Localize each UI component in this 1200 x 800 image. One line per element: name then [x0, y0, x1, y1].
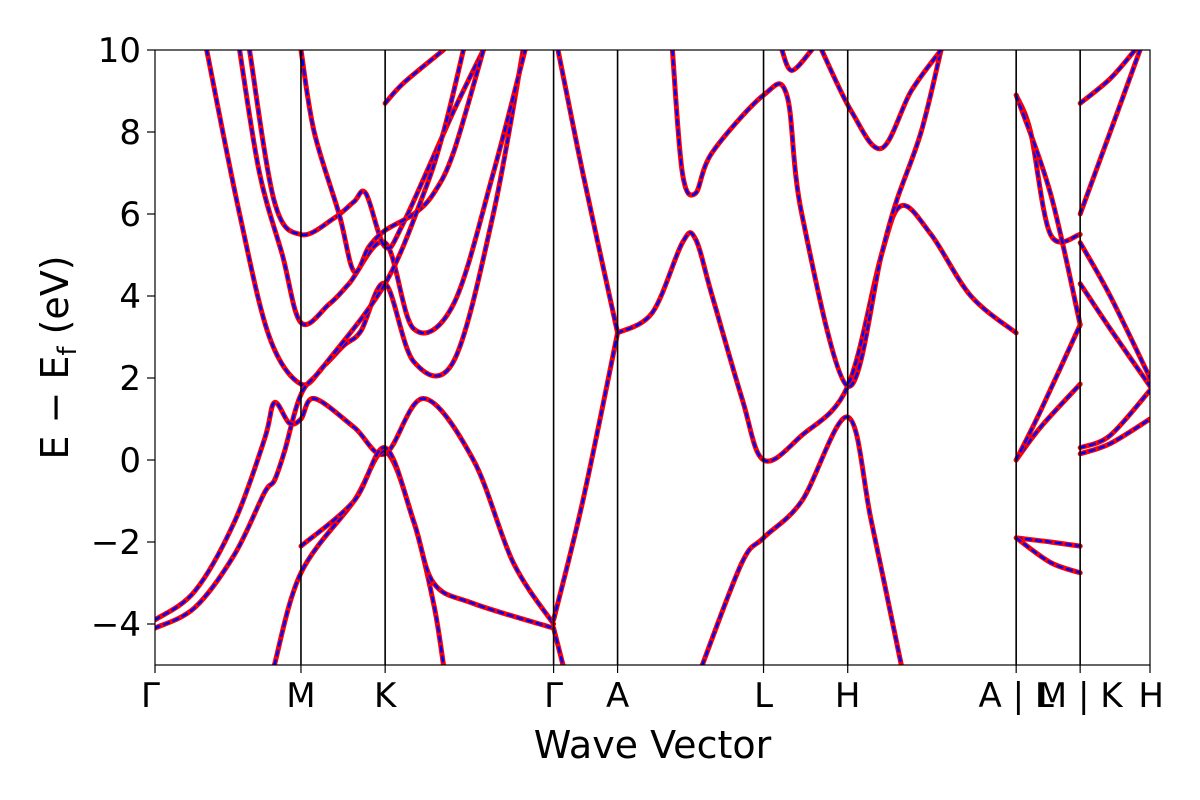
band-line-14-series-1	[701, 415, 903, 665]
band-line-24-series-0	[1077, 50, 1143, 217]
x-tick-label-6: H	[835, 676, 861, 716]
kpoint-lines-layer	[300, 50, 1081, 665]
y-tick-label-3: 2	[119, 359, 141, 399]
band-line-3-series-1	[299, 50, 485, 274]
y-tick-label-7: 10	[98, 31, 141, 71]
band-line-6-series-1	[273, 450, 445, 665]
band-line-18-series-0	[1013, 92, 1083, 328]
x-tick-label-8: M | K	[1038, 676, 1124, 716]
x-tick-label-0: Γ	[141, 676, 160, 716]
y-axis-title-main: E − E	[33, 356, 77, 460]
band-line-4-series-1	[155, 50, 465, 630]
band-line-18-series-1	[1014, 93, 1082, 326]
band-line-19-series-1	[1014, 382, 1082, 462]
band-line-8-series-1	[383, 50, 445, 105]
y-tick-label-1: −2	[91, 523, 141, 563]
band-line-21-series-1	[1014, 536, 1082, 548]
band-line-25-series-1	[1078, 241, 1150, 380]
band-line-12-series-1	[616, 204, 1018, 463]
band-line-16-series-0	[819, 50, 944, 151]
band-line-20-series-1	[1014, 323, 1082, 462]
x-tick-label-9: H	[1138, 676, 1164, 716]
x-tick-label-3: Γ	[544, 676, 563, 716]
band-line-1-series-1	[238, 50, 527, 335]
band-line-5-series-1	[155, 397, 555, 626]
band-line-23-series-1	[1078, 50, 1137, 105]
band-line-13-series-0	[669, 50, 944, 389]
x-ticks-layer: Γ M K Γ A L H A | LM | K H	[141, 665, 1164, 716]
band-line-14-series-0	[699, 414, 904, 665]
y-tick-label-4: 4	[119, 277, 141, 317]
band-line-12-series-0	[615, 202, 1019, 464]
band-line-10-series-1	[556, 50, 619, 335]
band-line-2-series-1	[248, 50, 485, 250]
y-tick-label-5: 6	[119, 195, 141, 235]
band-line-28-series-1	[1078, 417, 1150, 456]
x-tick-label-5: L	[754, 676, 773, 716]
band-line-7-series-1	[299, 446, 555, 630]
y-axis-title-unit: (eV)	[33, 255, 77, 346]
band-line-9-series-1	[552, 626, 565, 665]
band-line-16-series-1	[820, 50, 943, 150]
y-tick-label-2: 0	[119, 441, 141, 481]
x-axis-title: Wave Vector	[534, 723, 772, 767]
y-axis-title-sub: f	[53, 346, 83, 356]
y-tick-label-0: −4	[91, 605, 141, 645]
band-line-6-series-0	[271, 449, 446, 665]
band-line-0-series-0	[204, 50, 526, 388]
band-line-2-series-0	[247, 50, 486, 251]
band-line-7-series-0	[298, 445, 557, 631]
band-line-24-series-1	[1078, 50, 1142, 216]
band-line-15-series-1	[780, 50, 813, 72]
y-axis-title: E − Ef (eV)	[33, 255, 83, 459]
x-tick-label-4: A	[606, 676, 629, 716]
plot-frame	[154, 49, 1151, 666]
band-line-8-series-0	[382, 50, 446, 106]
band-line-27-series-1	[1078, 389, 1150, 449]
x-tick-label-2: K	[374, 676, 398, 716]
x-tick-label-7: A | L	[979, 676, 1054, 716]
y-ticks-layer: −4 −2 0 2 4 6 8 10	[91, 31, 155, 645]
x-tick-label-1: M	[286, 676, 315, 716]
band-line-11-series-1	[552, 331, 619, 622]
band-line-22-series-1	[1014, 536, 1082, 575]
y-tick-label-6: 8	[119, 113, 141, 153]
band-line-13-series-1	[671, 50, 943, 388]
bands-layer	[155, 50, 1150, 665]
band-line-28-series-0	[1077, 416, 1150, 457]
band-line-0-series-1	[205, 50, 525, 387]
band-line-26-series-1	[1078, 282, 1150, 388]
